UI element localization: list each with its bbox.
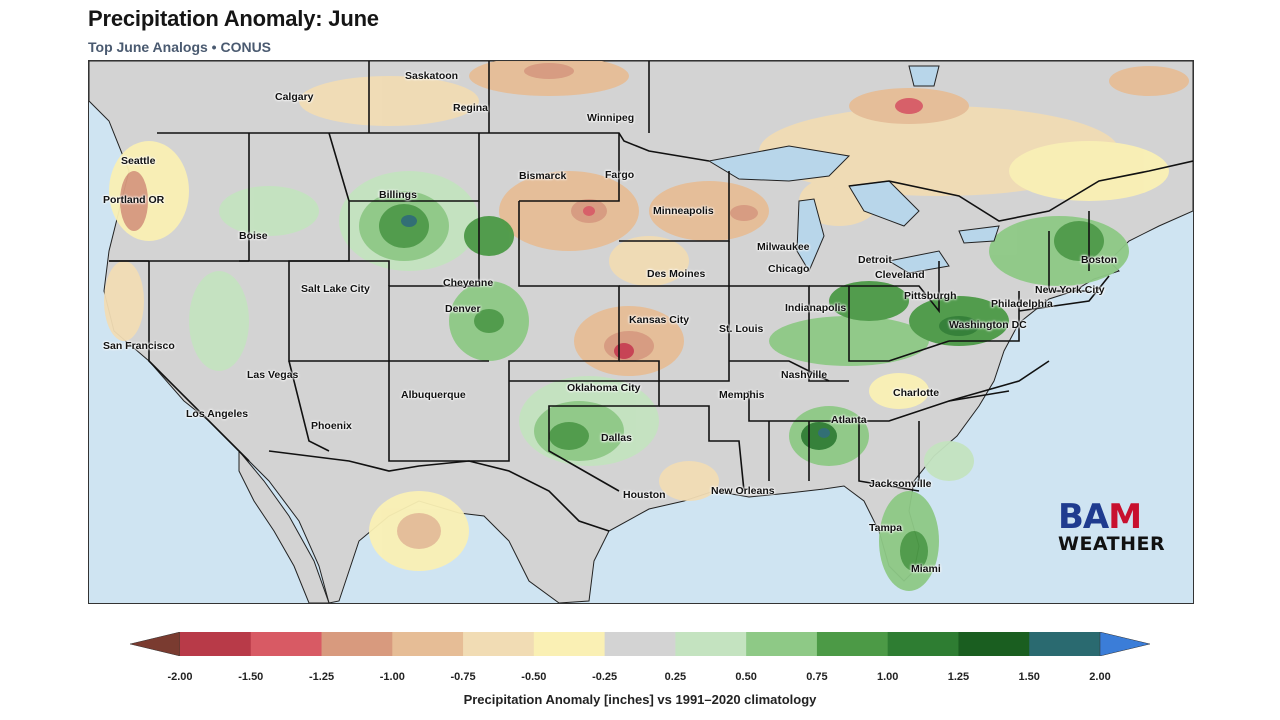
colorbar-tick-label: -0.75 [450, 671, 476, 683]
city-label: Regina [453, 102, 489, 114]
city-label: Atlanta [831, 414, 867, 426]
colorbar-tick-label: 0.50 [735, 671, 757, 683]
dry-anomalies [104, 61, 1189, 571]
colorbar-segment [463, 632, 535, 656]
logo-letter-m: M [1108, 497, 1142, 537]
city-label: Minneapolis [653, 205, 714, 217]
logo-wordmark-bottom: WEATHER [1058, 533, 1166, 555]
colorbar-segment [816, 632, 889, 656]
city-label: Indianapolis [785, 302, 847, 314]
colorbar-segment [321, 632, 393, 656]
city-label: Tampa [869, 522, 903, 534]
city-label: Bismarck [519, 170, 567, 182]
city-label: Billings [379, 189, 417, 201]
colorbar-tick-label: 1.25 [947, 671, 970, 683]
city-label: Cleveland [875, 269, 925, 281]
city-label: Chicago [768, 263, 810, 275]
city-label: Fargo [605, 169, 635, 181]
city-label: Cheyenne [443, 277, 494, 289]
colorbar-tick-label: 2.00 [1089, 671, 1111, 683]
colorbar-segment [887, 632, 959, 656]
colorbar-segment [533, 632, 606, 656]
colorbar-segment [958, 632, 1030, 656]
city-label: Boston [1081, 254, 1118, 266]
city-label: New Orleans [711, 485, 775, 497]
city-label: Dallas [601, 432, 632, 444]
city-label: Denver [445, 303, 481, 315]
city-label: Salt Lake City [301, 283, 370, 295]
city-label: Kansas City [629, 314, 690, 326]
city-label: Des Moines [647, 268, 706, 280]
city-label: Calgary [275, 91, 314, 103]
colorbar-tick-label: 1.00 [876, 671, 899, 683]
colorbar-under-triangle [130, 632, 181, 656]
colorbar-tick-label: 0.75 [806, 671, 828, 683]
precipitation-anomaly-map: Saskatoon Calgary Regina Winnipeg Seattl… [88, 60, 1194, 604]
colorbar-tick-label: -1.00 [379, 671, 405, 683]
city-label: Nashville [781, 369, 828, 381]
city-label: Milwaukee [757, 241, 810, 253]
colorbar-tick-label: 0.25 [664, 671, 687, 683]
map-subtitle: Top June Analogs • CONUS [88, 39, 272, 55]
colorbar-segment [604, 632, 676, 656]
colorbar-label: Precipitation Anomaly [inches] vs 1991–2… [463, 692, 817, 707]
map-title: Precipitation Anomaly: June [88, 6, 379, 31]
baja [238, 449, 330, 603]
city-label: Houston [623, 489, 666, 501]
colorbar-tick-label: -0.25 [592, 671, 618, 683]
colorbar-tick-label: -1.25 [308, 671, 335, 683]
colorbar [130, 632, 1150, 656]
city-label: Phoenix [311, 420, 352, 432]
city-label: Pittsburgh [904, 290, 957, 302]
logo-wordmark-top: BAM [1058, 500, 1186, 534]
city-label: Charlotte [893, 387, 940, 399]
city-label: Los Angeles [186, 408, 249, 420]
colorbar-segment [250, 632, 323, 656]
political-borders [109, 61, 1193, 492]
city-label: St. Louis [719, 323, 764, 335]
colorbar-segment [675, 632, 747, 656]
city-label: Jacksonville [869, 478, 932, 490]
city-label: Las Vegas [247, 369, 299, 381]
map-canvas [89, 61, 1193, 603]
city-label: Philadelphia [991, 298, 1053, 310]
colorbar-tick-label: -2.00 [167, 671, 193, 683]
city-label: San Francisco [103, 340, 175, 352]
city-label: Washington DC [949, 319, 1027, 331]
city-label: Portland OR [103, 194, 165, 206]
city-label: Winnipeg [587, 112, 635, 124]
city-label: Saskatoon [405, 70, 459, 82]
colorbar-segment [1029, 632, 1101, 656]
colorbar-tick-label: -0.50 [521, 671, 547, 683]
city-label: Memphis [719, 389, 765, 401]
city-label: Albuquerque [401, 389, 466, 401]
colorbar-over-triangle [1099, 632, 1150, 656]
mexico-border [268, 450, 610, 532]
colorbar-segment [180, 632, 252, 656]
colorbar-tick-label: -1.50 [238, 671, 264, 683]
colorbar-segment [392, 632, 464, 656]
logo-letters-ba: BA [1058, 497, 1109, 537]
city-label: Seattle [121, 155, 156, 167]
great-lakes [707, 65, 1000, 274]
colorbar-tick-label: 1.50 [1018, 671, 1040, 683]
city-label: Oklahoma City [567, 382, 641, 394]
city-label: Boise [239, 230, 268, 242]
city-label: Miami [911, 563, 941, 575]
city-label: New York City [1035, 284, 1105, 296]
colorbar-segment [746, 632, 818, 656]
bam-weather-logo: BAM WEATHER [1058, 500, 1186, 560]
city-label: Detroit [858, 254, 892, 266]
